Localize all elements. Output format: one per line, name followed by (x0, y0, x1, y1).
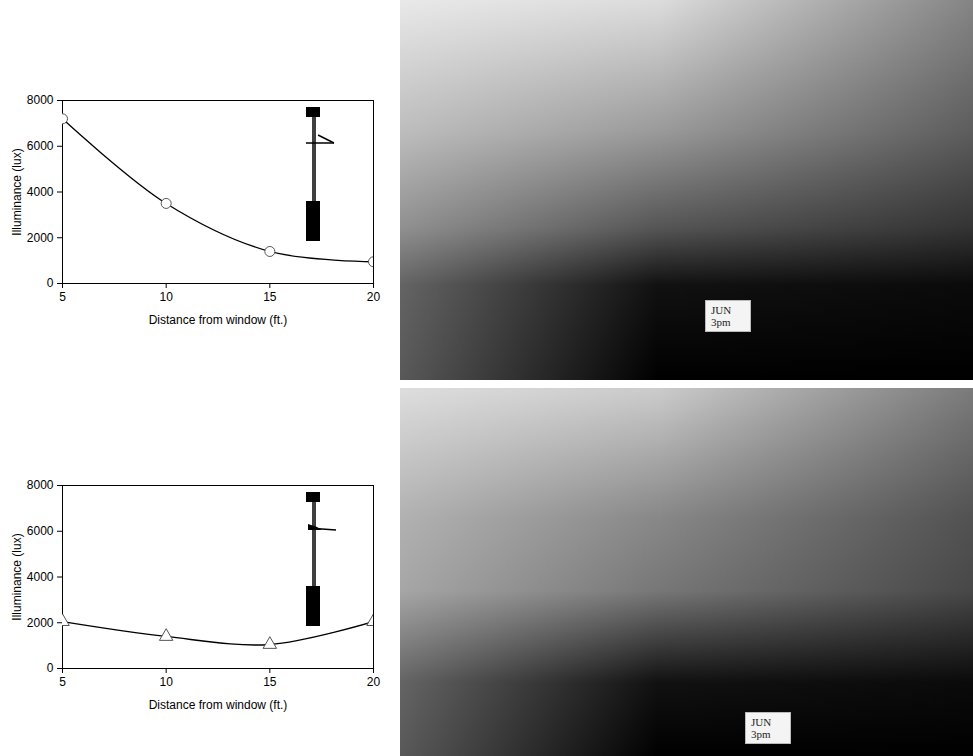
svg-text:20: 20 (367, 290, 381, 304)
svg-text:6000: 6000 (27, 524, 54, 538)
svg-text:0: 0 (47, 661, 54, 675)
svg-text:10: 10 (159, 290, 173, 304)
svg-text:15: 15 (263, 675, 277, 689)
svg-text:0: 0 (47, 276, 54, 290)
svg-text:4000: 4000 (27, 185, 54, 199)
svg-text:2000: 2000 (27, 231, 54, 245)
svg-text:4000: 4000 (27, 570, 54, 584)
svg-text:Illuminance (lux): Illuminance (lux) (10, 533, 24, 620)
svg-text:8000: 8000 (27, 93, 54, 107)
svg-text:2000: 2000 (27, 616, 54, 630)
html-text:JUN 3pm: JUN 3pm (711, 304, 732, 328)
svg-text:20: 20 (367, 675, 381, 689)
html-text:JUN 3pm: JUN 3pm (751, 716, 772, 740)
svg-text:5: 5 (59, 675, 66, 689)
svg-text:8000: 8000 (27, 478, 54, 492)
svg-text:15: 15 (263, 290, 277, 304)
svg-text:6000: 6000 (27, 139, 54, 153)
svg-text:10: 10 (159, 675, 173, 689)
svg-text:Distance from window (ft.): Distance from window (ft.) (149, 698, 288, 712)
svg-text:Distance from window (ft.): Distance from window (ft.) (149, 313, 288, 327)
svg-text:Illuminance (lux): Illuminance (lux) (10, 148, 24, 235)
svg-text:5: 5 (59, 290, 66, 304)
